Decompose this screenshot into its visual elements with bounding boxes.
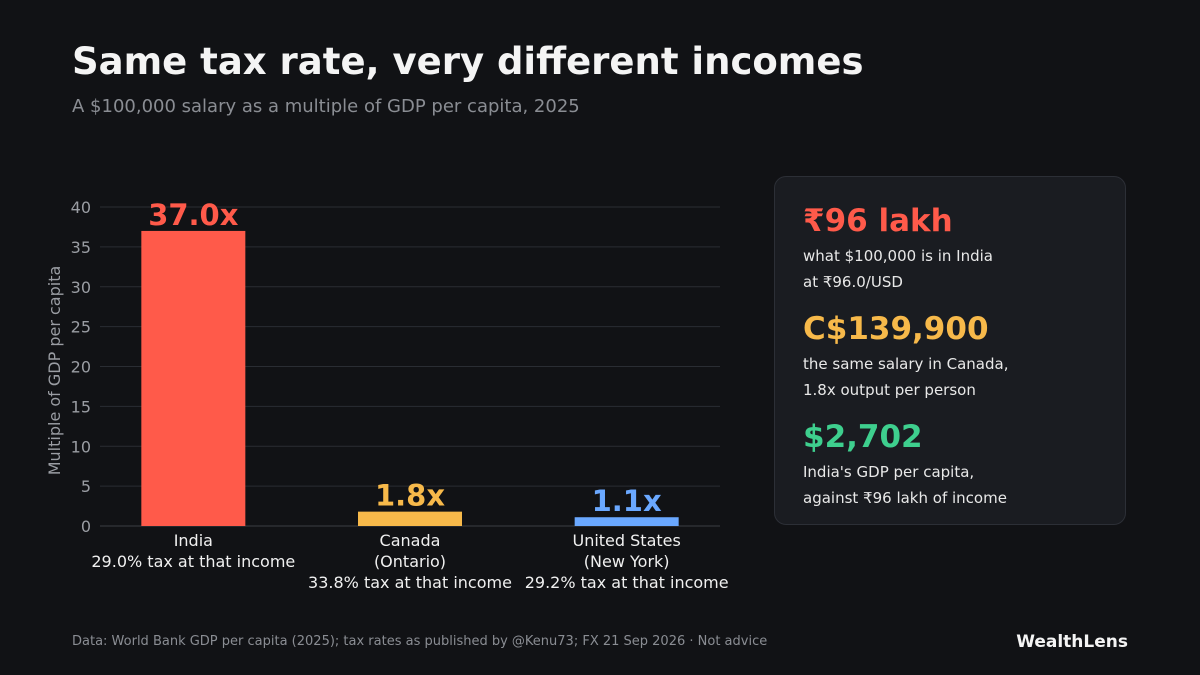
x-tick-label: 29.2% tax at that income (525, 573, 729, 592)
y-tick-label: 35 (71, 238, 91, 257)
y-tick-label: 30 (71, 278, 91, 297)
stat-description-line: at ₹96.0/USD (803, 273, 903, 291)
stat-rupee-amount: ₹96 lakh what $100,000 is in India at ₹9… (803, 203, 993, 295)
y-tick-label: 15 (71, 397, 91, 416)
x-tick-label: (Ontario) (374, 552, 446, 571)
stat-value: ₹96 lakh (803, 203, 953, 239)
stat-gdp-per-capita: $2,702 India's GDP per capita, against ₹… (803, 419, 1007, 511)
stat-value: C$139,900 (803, 311, 989, 347)
x-tick-label: Canada (380, 531, 441, 550)
chart-subtitle: A $100,000 salary as a multiple of GDP p… (72, 96, 580, 117)
stat-description-line: the same salary in Canada, (803, 355, 1009, 373)
stat-description-line: what $100,000 is in India (803, 247, 993, 265)
stat-value: $2,702 (803, 419, 923, 455)
y-tick-label: 20 (71, 358, 91, 377)
bar (358, 511, 462, 526)
stat-description-line: India's GDP per capita, (803, 463, 975, 481)
y-tick-label: 5 (81, 477, 91, 496)
bar (141, 230, 246, 527)
y-tick-label: 10 (71, 437, 91, 456)
stat-description: India's GDP per capita, against ₹96 lakh… (803, 459, 1007, 511)
stat-canada-amount: C$139,900 the same salary in Canada, 1.8… (803, 311, 1008, 403)
chart-title: Same tax rate, very different incomes (72, 40, 864, 83)
source-note: Data: World Bank GDP per capita (2025); … (72, 634, 768, 649)
data-label: 1.8x (375, 479, 445, 513)
bar-chart: 0 5 10 15 20 25 30 35 40 Multiple of GDP per capi… (45, 198, 729, 592)
y-tick-label: 0 (81, 517, 91, 536)
stat-description-line: 1.8x output per person (803, 381, 976, 399)
bar (574, 517, 679, 526)
x-tick-label: (New York) (584, 552, 670, 571)
y-axis-label: Multiple of GDP per capita (45, 266, 64, 476)
data-label: 1.1x (592, 484, 662, 518)
y-tick-label: 25 (71, 318, 91, 337)
brand-logo: WealthLens (1016, 632, 1128, 652)
x-tick-label: United States (572, 531, 680, 550)
x-tick-label: 29.0% tax at that income (91, 552, 295, 571)
stat-description: what $100,000 is in India at ₹96.0/USD (803, 243, 993, 295)
x-tick-label: India (174, 531, 213, 550)
data-label: 37.0x (148, 198, 239, 232)
stat-description-line: against ₹96 lakh of income (803, 489, 1007, 507)
y-tick-label: 40 (71, 198, 91, 217)
stats-panel: ₹96 lakh what $100,000 is in India at ₹9… (774, 176, 1126, 525)
x-tick-label: 33.8% tax at that income (308, 573, 512, 592)
stat-description: the same salary in Canada, 1.8x output p… (803, 351, 1008, 403)
